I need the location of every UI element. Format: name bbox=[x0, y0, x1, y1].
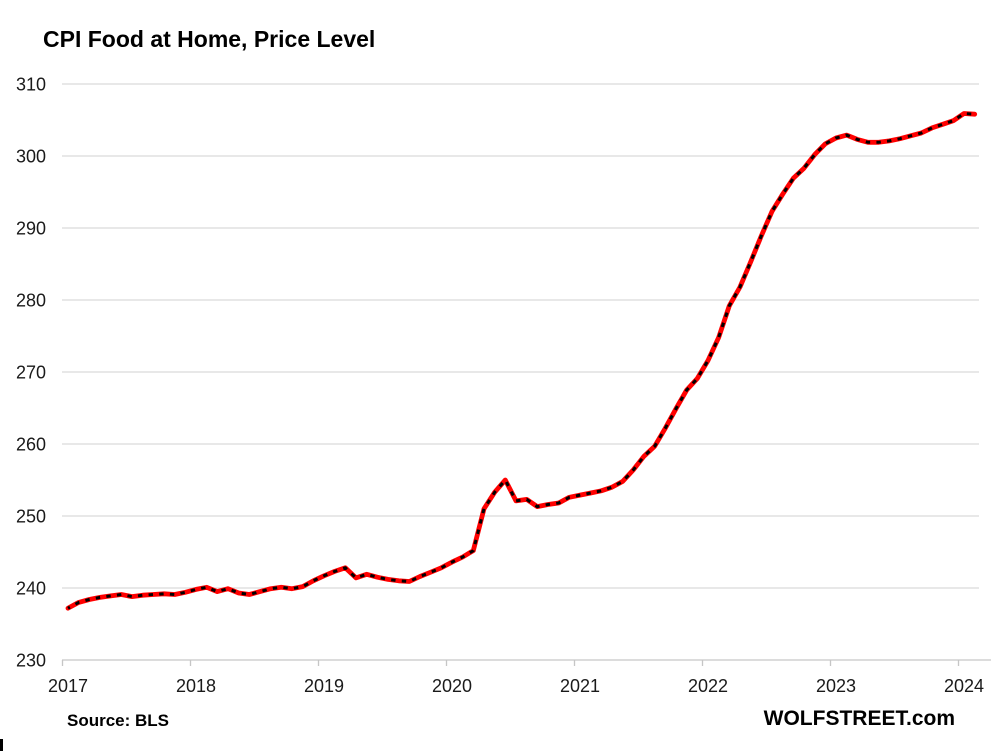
x-axis-label-2018: 2018 bbox=[176, 676, 216, 696]
y-axis-label-270: 270 bbox=[16, 363, 46, 383]
source-label: Source: BLS bbox=[67, 711, 170, 730]
x-axis-label-2024: 2024 bbox=[944, 676, 984, 696]
y-axis-label-280: 280 bbox=[16, 291, 46, 311]
y-axis-label-310: 310 bbox=[16, 75, 46, 95]
chart-title: CPI Food at Home, Price Level bbox=[43, 26, 376, 52]
x-axis-label-2022: 2022 bbox=[688, 676, 728, 696]
y-axis-label-230: 230 bbox=[16, 651, 46, 671]
screenshot-corner-artifact bbox=[0, 739, 3, 751]
y-axis-label-250: 250 bbox=[16, 507, 46, 527]
x-axis-label-2021: 2021 bbox=[560, 676, 600, 696]
x-axis-label-2020: 2020 bbox=[432, 676, 472, 696]
y-axis-label-260: 260 bbox=[16, 435, 46, 455]
cpi-series-line bbox=[65, 111, 978, 611]
x-axis-label-2023: 2023 bbox=[816, 676, 856, 696]
x-axis-label-2019: 2019 bbox=[304, 676, 344, 696]
x-axis-label-2017: 2017 bbox=[48, 676, 88, 696]
y-axis-label-290: 290 bbox=[16, 219, 46, 239]
y-axis-label-240: 240 bbox=[16, 579, 46, 599]
cpi-series-markers bbox=[67, 112, 975, 610]
y-axis-label-300: 300 bbox=[16, 147, 46, 167]
branding-label: WOLFSTREET.com bbox=[763, 707, 955, 730]
